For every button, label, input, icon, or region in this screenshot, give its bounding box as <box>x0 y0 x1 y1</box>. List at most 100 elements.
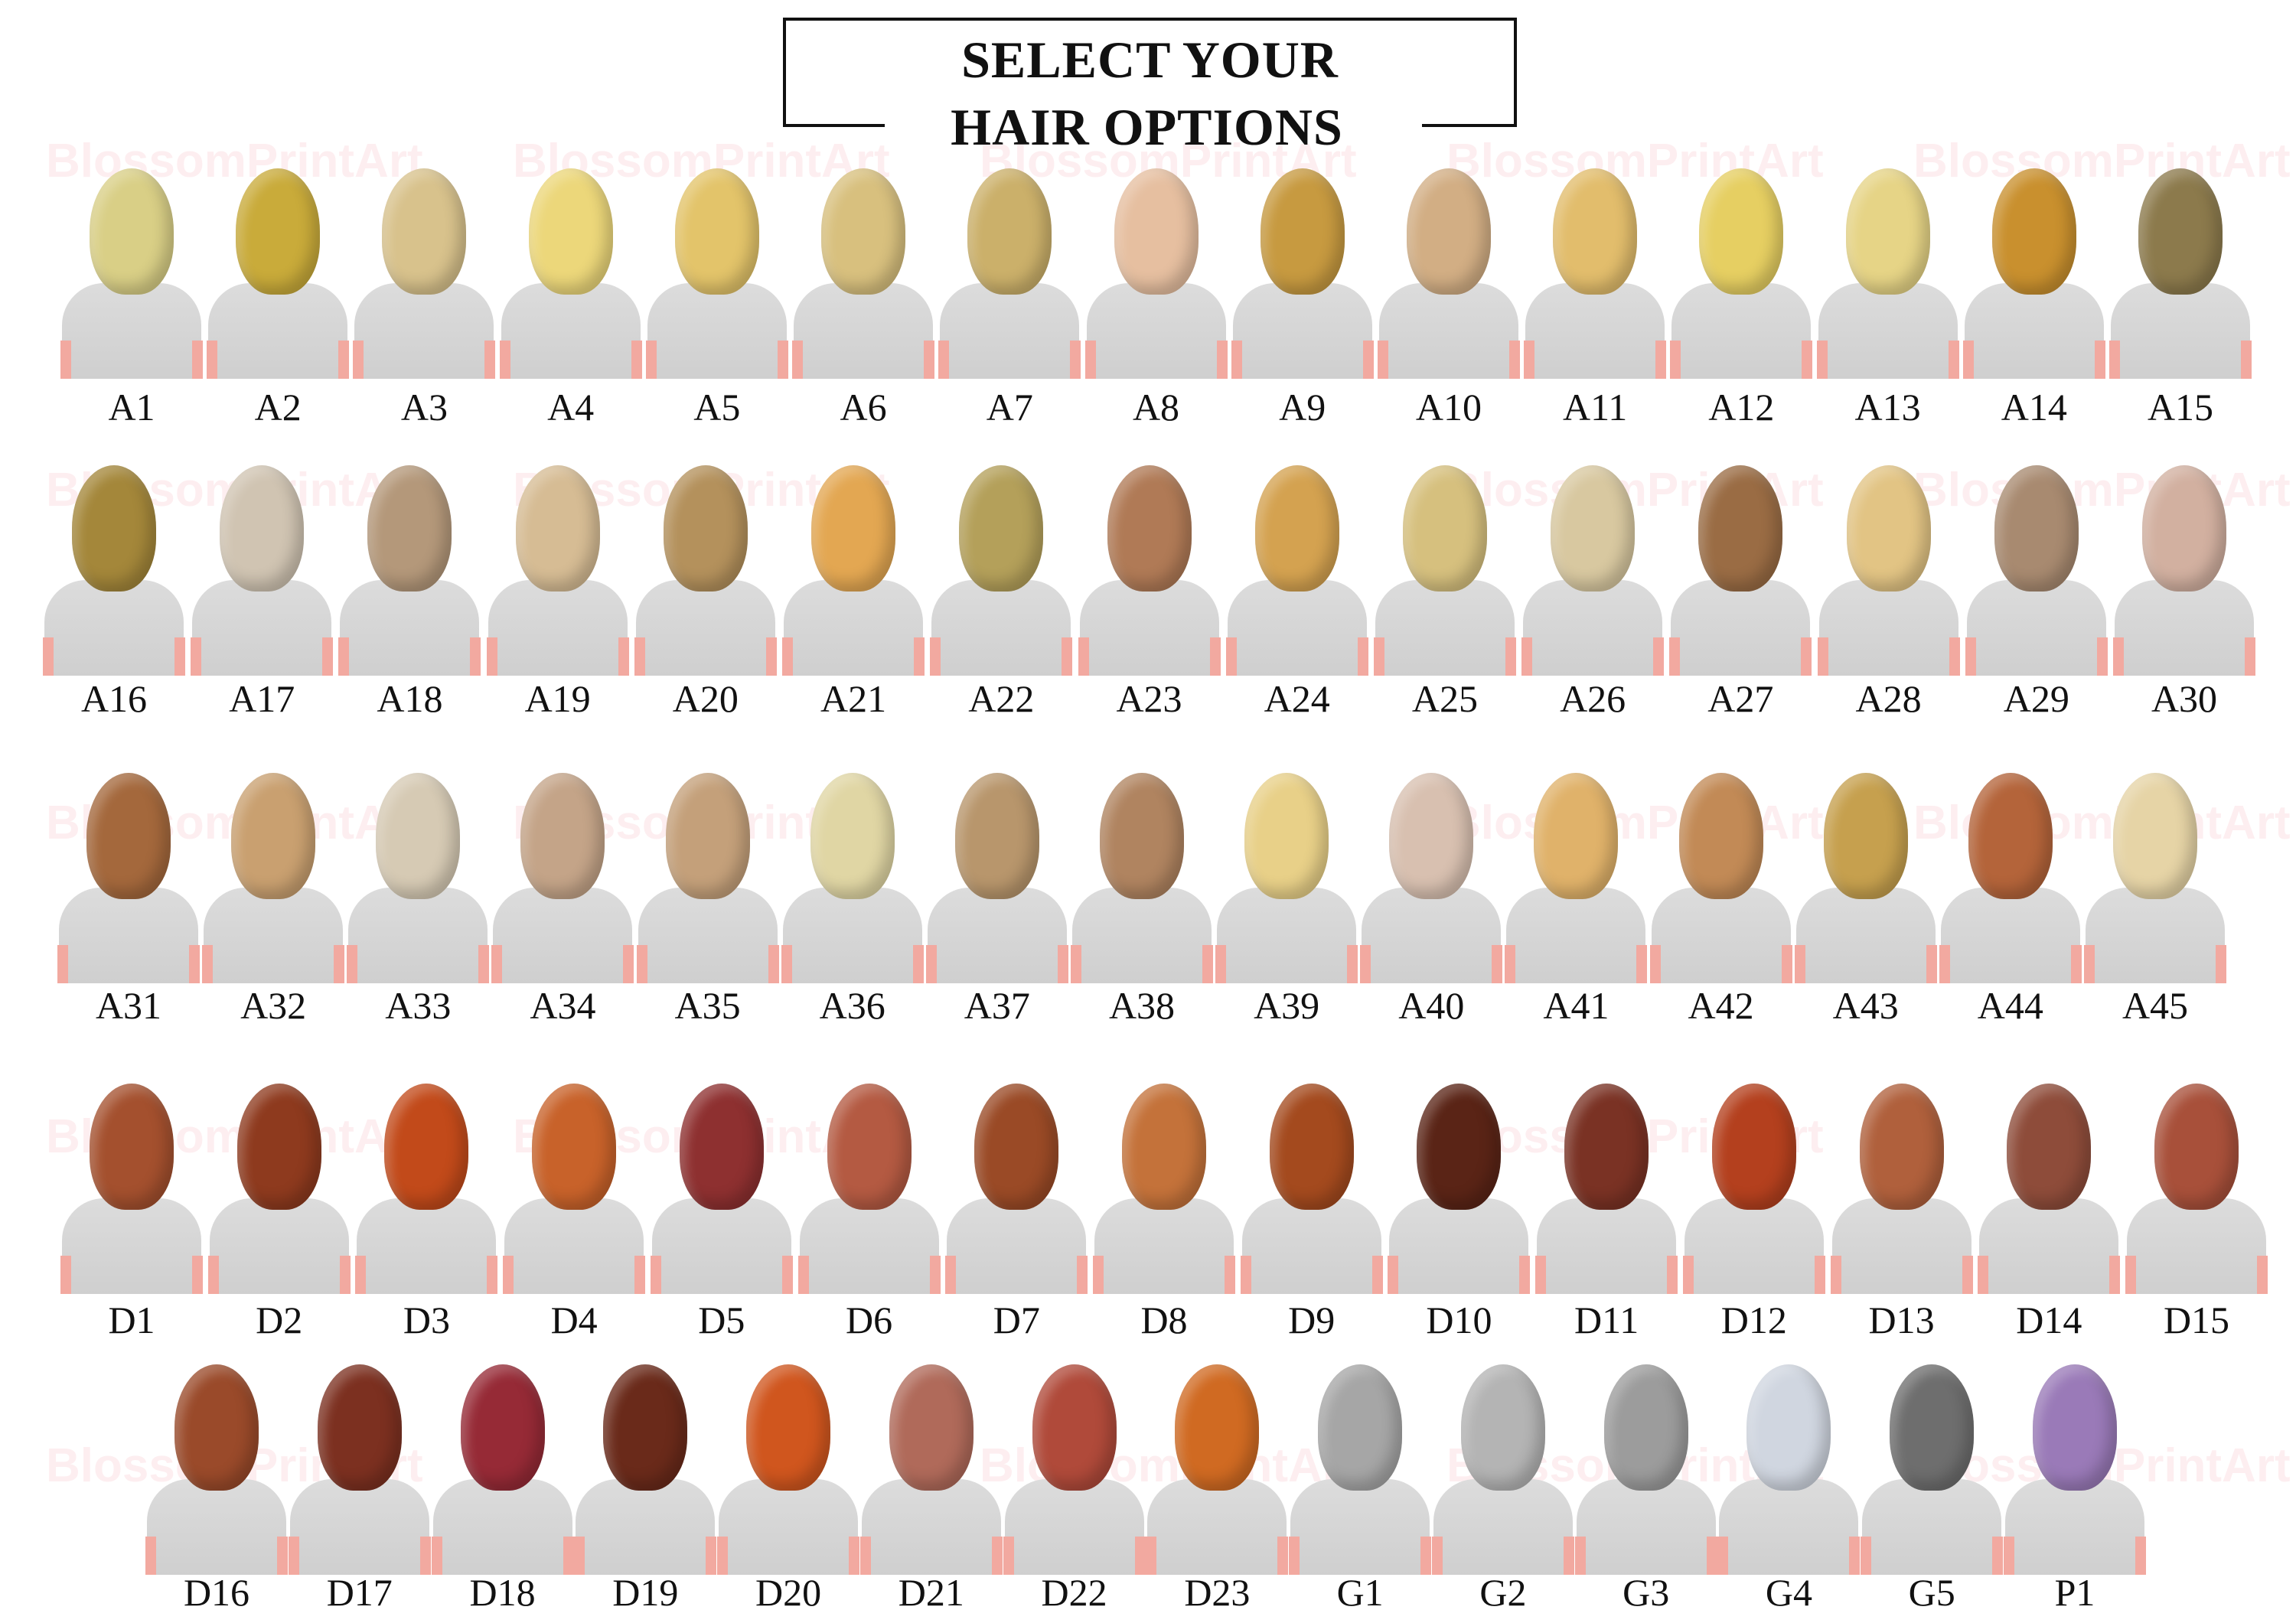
hair-option-d14[interactable] <box>1978 1084 2121 1305</box>
arm <box>2096 637 2108 676</box>
hair-option-d21[interactable] <box>859 1364 1003 1586</box>
hair-option-d17[interactable] <box>288 1364 431 1586</box>
hair-option-a5[interactable] <box>645 168 788 390</box>
hair-option-label: A15 <box>2147 386 2214 429</box>
hair-option-a7[interactable] <box>938 168 1081 390</box>
hair-option-a13[interactable] <box>1816 168 1959 390</box>
hair-option-a23[interactable] <box>1078 465 1221 687</box>
hair-option-a28[interactable] <box>1817 465 1960 687</box>
hair-swatch <box>532 1084 617 1210</box>
hair-option-g5[interactable] <box>1861 1364 2004 1586</box>
hair-option-a44[interactable] <box>1939 773 2082 995</box>
hair-option-a42[interactable] <box>1649 773 1792 995</box>
hair-option-p1[interactable] <box>2004 1364 2146 1586</box>
hair-option-g2[interactable] <box>1431 1364 1574 1586</box>
hair-swatch <box>376 773 461 899</box>
hair-option-a1[interactable] <box>60 168 203 390</box>
hair-option-d3[interactable] <box>355 1084 498 1305</box>
hair-option-label: D23 <box>1184 1571 1251 1614</box>
arm <box>1939 945 1950 983</box>
hair-option-g4[interactable] <box>1717 1364 1861 1586</box>
hair-option-a24[interactable] <box>1225 465 1368 687</box>
hair-option-a8[interactable] <box>1084 168 1228 390</box>
hair-option-a4[interactable] <box>499 168 642 390</box>
hair-swatch <box>1269 1084 1354 1210</box>
hair-option-a9[interactable] <box>1231 168 1374 390</box>
hair-option-a40[interactable] <box>1360 773 1503 995</box>
hair-option-a35[interactable] <box>636 773 779 995</box>
hair-option-d6[interactable] <box>797 1084 941 1305</box>
hair-option-a38[interactable] <box>1071 773 1213 995</box>
hair-option-label: A11 <box>1563 386 1628 429</box>
hair-option-a14[interactable] <box>1962 168 2105 390</box>
arm <box>618 637 629 676</box>
hair-option-d4[interactable] <box>503 1084 646 1305</box>
hair-swatch <box>1564 1084 1649 1210</box>
hair-option-d22[interactable] <box>1003 1364 1146 1586</box>
hair-option-d8[interactable] <box>1093 1084 1235 1305</box>
hair-option-a36[interactable] <box>781 773 924 995</box>
hair-option-a15[interactable] <box>2109 168 2252 390</box>
hair-option-a29[interactable] <box>1965 465 2108 687</box>
hair-option-a43[interactable] <box>1794 773 1937 995</box>
hair-option-a39[interactable] <box>1215 773 1358 995</box>
hair-option-d15[interactable] <box>2125 1084 2268 1305</box>
arm <box>174 637 185 676</box>
arm <box>1078 637 1089 676</box>
hair-option-a6[interactable] <box>792 168 935 390</box>
hair-option-d10[interactable] <box>1388 1084 1531 1305</box>
hair-option-a19[interactable] <box>486 465 629 687</box>
hair-option-d11[interactable] <box>1535 1084 1678 1305</box>
hair-option-a41[interactable] <box>1505 773 1648 995</box>
hair-option-a2[interactable] <box>207 168 350 390</box>
arm <box>338 637 350 676</box>
arm <box>288 1537 299 1575</box>
hair-swatch <box>1244 773 1329 899</box>
hair-option-a45[interactable] <box>2084 773 2226 995</box>
hair-option-a3[interactable] <box>353 168 496 390</box>
tshirt-figure <box>1831 1198 1971 1294</box>
hair-option-a33[interactable] <box>347 773 490 995</box>
hair-option-d9[interactable] <box>1240 1084 1383 1305</box>
hair-option-d19[interactable] <box>574 1364 717 1586</box>
hair-option-d5[interactable] <box>650 1084 793 1305</box>
hair-option-a20[interactable] <box>634 465 777 687</box>
hair-option-label: A20 <box>672 677 739 720</box>
hair-option-d12[interactable] <box>1682 1084 1825 1305</box>
arm <box>207 1256 219 1294</box>
hair-option-d13[interactable] <box>1830 1084 1973 1305</box>
hair-swatch <box>1460 1364 1545 1491</box>
hair-option-d18[interactable] <box>431 1364 574 1586</box>
hair-option-a12[interactable] <box>1670 168 1813 390</box>
hair-option-a37[interactable] <box>925 773 1068 995</box>
hair-option-a18[interactable] <box>338 465 481 687</box>
hair-option-a32[interactable] <box>202 773 345 995</box>
hair-option-d16[interactable] <box>145 1364 288 1586</box>
hair-option-a17[interactable] <box>191 465 334 687</box>
hair-option-a11[interactable] <box>1524 168 1667 390</box>
hair-option-a31[interactable] <box>57 773 200 995</box>
hair-swatch <box>1603 1364 1688 1491</box>
hair-option-a30[interactable] <box>2113 465 2255 687</box>
hair-option-g1[interactable] <box>1289 1364 1432 1586</box>
tshirt-figure <box>799 1198 939 1294</box>
hair-option-a21[interactable] <box>782 465 925 687</box>
tshirt-figure <box>861 1479 1001 1575</box>
hair-option-a10[interactable] <box>1377 168 1520 390</box>
hair-option-d1[interactable] <box>60 1084 203 1305</box>
arm <box>1670 341 1681 379</box>
hair-option-a22[interactable] <box>930 465 1073 687</box>
hair-option-d2[interactable] <box>207 1084 351 1305</box>
hair-option-g3[interactable] <box>1574 1364 1717 1586</box>
hair-option-d7[interactable] <box>945 1084 1088 1305</box>
hair-option-a27[interactable] <box>1669 465 1812 687</box>
hair-option-d23[interactable] <box>1146 1364 1289 1586</box>
arm <box>1519 1256 1531 1294</box>
hair-option-a16[interactable] <box>43 465 185 687</box>
hair-option-d20[interactable] <box>717 1364 860 1586</box>
hair-option-a34[interactable] <box>491 773 634 995</box>
tshirt-figure <box>1818 283 1958 379</box>
hair-option-a26[interactable] <box>1521 465 1665 687</box>
hair-option-label: A36 <box>819 984 885 1027</box>
hair-option-a25[interactable] <box>1373 465 1516 687</box>
